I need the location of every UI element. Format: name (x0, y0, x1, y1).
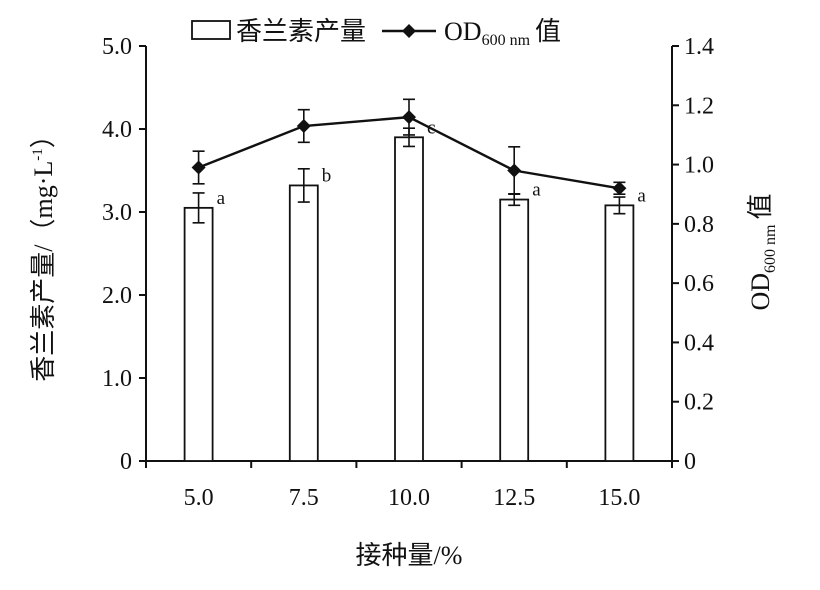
y-axis-left-title-main: 香兰素产量/（mg·L (29, 161, 58, 382)
bar (288, 184, 319, 462)
x-axis-title: 接种量/% (356, 541, 463, 570)
legend: 香兰素产量 OD600 nm 值 (191, 17, 561, 49)
y-axis-right-title-sub: 600 nm (762, 224, 779, 273)
legend-line-marker (402, 24, 416, 38)
right-tick-label: 0.6 (684, 271, 714, 297)
x-tick-label: 5.0 (184, 485, 214, 511)
x-tick-label: 7.5 (289, 485, 319, 511)
legend-bar-label: 香兰素产量 (236, 17, 366, 46)
right-tick-label: 0.8 (684, 212, 714, 238)
od-point (191, 160, 206, 175)
right-tick-label: 0.4 (684, 330, 714, 356)
right-tick-label: 0.2 (684, 390, 714, 416)
right-tick-label: 0 (684, 449, 696, 475)
bar-error-bar (192, 192, 205, 224)
bar-significance-label: a (532, 180, 541, 201)
left-tick-label: 3.0 (102, 200, 132, 226)
bar-error-bar (297, 168, 310, 203)
bar-significance-label: a (217, 188, 226, 209)
line-series (191, 98, 627, 196)
y-axis-left-title-close: ） (29, 122, 58, 148)
y-axis-right-title-main: OD (746, 273, 775, 311)
bar-significance-label: a (637, 185, 646, 206)
bar (604, 204, 635, 462)
bar-significance-label: b (322, 165, 332, 186)
left-tick-label: 1.0 (102, 366, 132, 392)
od-point (507, 163, 522, 178)
legend-line-main: OD (444, 17, 482, 46)
x-axis-ticks: 5.0 7.5 10.0 12.5 15.0 (145, 461, 673, 511)
y-axis-left-title: 香兰素产量/（mg·L-1） (29, 122, 58, 382)
bar (499, 198, 530, 462)
right-tick-label: 1.4 (684, 34, 714, 60)
bar-error-bar (613, 196, 626, 215)
left-tick-label: 4.0 (102, 117, 132, 143)
right-tick-label: 1.0 (684, 153, 714, 179)
left-tick-label: 2.0 (102, 283, 132, 309)
od-point (402, 110, 416, 125)
x-tick-label: 15.0 (598, 485, 640, 511)
right-tick-label: 1.2 (684, 93, 714, 119)
y-axis-left-title-sup: -1 (30, 148, 46, 161)
legend-bar-swatch (191, 20, 231, 40)
x-tick-label: 12.5 (493, 485, 535, 511)
bar (183, 206, 214, 462)
od-point (296, 119, 311, 134)
y-axis-right-title-tail: 值 (746, 193, 775, 219)
right-axis-ticks: 0 0.2 0.4 0.6 0.8 1.0 1.2 1.4 (672, 34, 714, 475)
y-axis-right-title: OD600 nm 值 (746, 193, 779, 310)
legend-line-sub: 600 nm (482, 32, 531, 49)
od-point (612, 181, 627, 196)
legend-line-tail: 值 (535, 17, 561, 46)
left-axis-ticks: 0 1.0 2.0 3.0 4.0 5.0 (102, 34, 146, 475)
legend-line-label: OD600 nm 值 (444, 17, 561, 49)
bar (394, 136, 424, 462)
left-tick-label: 0 (120, 449, 132, 475)
left-tick-label: 5.0 (102, 34, 132, 60)
x-tick-label: 10.0 (388, 485, 430, 511)
